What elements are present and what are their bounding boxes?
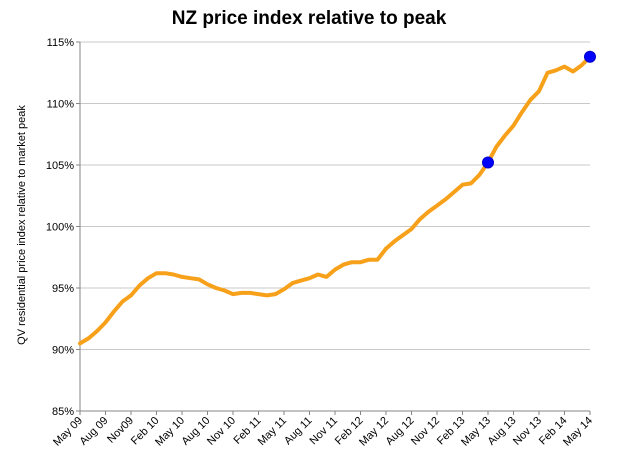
y-tick-label: 95% — [52, 283, 74, 295]
y-tick-label: 90% — [52, 345, 74, 357]
series-line — [78, 54, 592, 346]
x-tick-label: Nov 10 — [205, 415, 238, 448]
y-tick-label: 100% — [46, 222, 74, 234]
x-tick-label: Aug 11 — [282, 415, 315, 448]
highlight-point — [482, 156, 494, 169]
highlight-point — [584, 50, 596, 63]
x-tick-label: May 11 — [256, 415, 289, 448]
x-tick-label: May 09 — [51, 415, 85, 449]
price-index-line — [78, 54, 592, 346]
y-tick-label: 105% — [46, 160, 74, 172]
y-tick-label: 85% — [52, 406, 74, 418]
chart-title: NZ price index relative to peak — [171, 8, 447, 29]
x-tick-label: Aug 09 — [77, 415, 110, 448]
highlight-markers — [482, 50, 596, 169]
axes — [76, 41, 591, 415]
y-tick-label: 115% — [47, 37, 75, 49]
y-tick-labels: 85% 90% 95% 100% 105% 110% 115% — [46, 37, 74, 418]
y-tick-label: 110% — [47, 99, 75, 111]
x-tick-label: Nov 12 — [409, 415, 442, 448]
gridlines — [80, 41, 590, 350]
x-tick-label: Nov 13 — [511, 415, 544, 448]
